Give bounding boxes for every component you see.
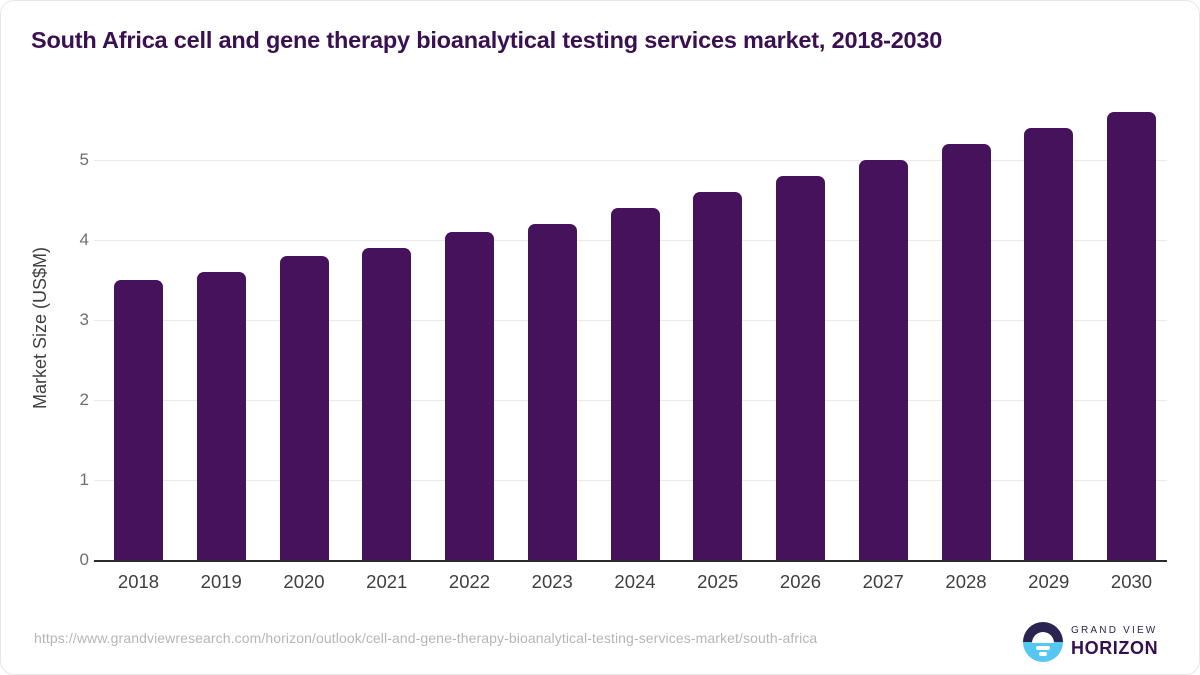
bar-2022[interactable] <box>445 232 494 560</box>
x-tick-label-2020: 2020 <box>283 571 325 592</box>
bar-2019[interactable] <box>196 272 246 560</box>
y-tick-label-4: 4 <box>79 230 89 249</box>
bar-2020[interactable] <box>279 256 329 560</box>
x-tick-label-2019: 2019 <box>200 571 242 592</box>
y-tick-label-2: 2 <box>79 390 89 409</box>
logo-sun-dome <box>1032 631 1054 643</box>
bar-2026[interactable] <box>776 176 825 560</box>
horizon-sun-icon <box>1023 622 1063 662</box>
y-tick-label-1: 1 <box>79 470 89 489</box>
y-tick-label-0: 0 <box>79 550 89 569</box>
bar-2025[interactable] <box>693 192 743 560</box>
bar-2027[interactable] <box>858 160 908 560</box>
chart-title: South Africa cell and gene therapy bioan… <box>31 27 943 53</box>
y-tick-label-3: 3 <box>79 310 89 329</box>
x-tick-label-2026: 2026 <box>779 571 822 592</box>
bar-2030[interactable] <box>1107 112 1156 560</box>
bar-2024[interactable] <box>610 208 660 560</box>
bar-2028[interactable] <box>941 144 991 560</box>
logo-grand-view-text: GRAND VIEW <box>1071 625 1158 636</box>
x-tick-label-2028: 2028 <box>945 571 987 592</box>
logo-horizon-text: HORIZON <box>1071 638 1159 658</box>
x-tick-label-2022: 2022 <box>448 571 491 592</box>
logo-wordmark: GRAND VIEW HORIZON <box>1071 625 1158 659</box>
logo-reflection-bar <box>1039 652 1047 656</box>
y-tick-label-5: 5 <box>79 150 89 169</box>
x-tick-label-2029: 2029 <box>1028 571 1070 592</box>
x-axis-line <box>94 560 1167 562</box>
x-tick-label-2021: 2021 <box>366 571 408 592</box>
logo-reflection-bar <box>1036 646 1050 650</box>
x-tick-label-2027: 2027 <box>862 571 904 592</box>
x-tick-label-2030: 2030 <box>1110 571 1153 592</box>
bar-2018[interactable] <box>114 280 163 560</box>
x-tick-label-2023: 2023 <box>531 571 573 592</box>
source-url: https://www.grandviewresearch.com/horizo… <box>34 630 818 646</box>
x-tick-label-2024: 2024 <box>614 571 656 592</box>
gridline-5 <box>94 160 1167 161</box>
x-tick-label-2025: 2025 <box>697 571 739 592</box>
x-tick-label-2018: 2018 <box>117 571 160 592</box>
grand-view-horizon-logo: GRAND VIEW HORIZON <box>1023 622 1158 662</box>
bar-2029[interactable] <box>1024 128 1074 560</box>
bar-2023[interactable] <box>527 224 577 560</box>
bar-2021[interactable] <box>362 248 412 560</box>
